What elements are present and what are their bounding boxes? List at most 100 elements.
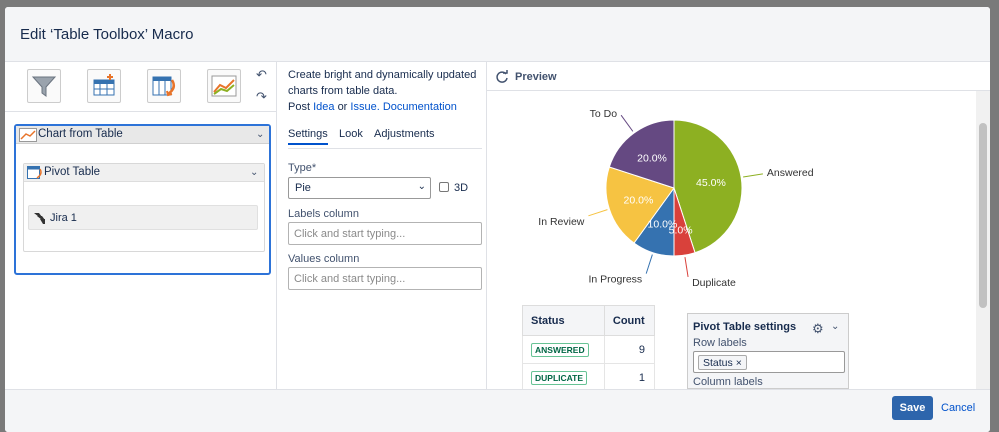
pie-category-label: Answered (767, 167, 814, 179)
type-select[interactable]: Pie ⌄ (288, 177, 431, 199)
dialog-header: Edit ‘Table Toolbox’ Macro (5, 7, 990, 62)
filter-tool-button[interactable] (27, 69, 61, 103)
pie-chart: 45.0% Answered 5.0% Duplicate 10.0% In Progre… (538, 108, 814, 289)
tab-look[interactable]: Look (339, 128, 363, 140)
macro-settings-panel: Create bright and dynamically updated ch… (277, 62, 487, 389)
values-column-label: Values column (288, 253, 360, 265)
jira-macro[interactable]: Jira 1 (28, 205, 258, 230)
scrollbar-thumb[interactable] (979, 123, 987, 308)
pie-leader-line (620, 114, 634, 132)
pie-slice-value-label: 45.0% (696, 177, 726, 189)
tab-settings[interactable]: Settings (288, 128, 328, 145)
macro-structure-panel: ↶ ↷ Chart from Table ⌄ Piv (5, 62, 277, 389)
3d-checkbox[interactable] (439, 182, 449, 192)
pie-slice-answered[interactable] (673, 119, 743, 254)
chevron-down-icon[interactable]: ⌄ (831, 321, 840, 332)
labels-column-label: Labels column (288, 208, 359, 220)
pivot-table-icon (27, 166, 42, 179)
pivot-macro-header[interactable]: Pivot Table ⌄ (24, 164, 264, 182)
labels-column-input[interactable]: Click and start typing... (288, 222, 482, 245)
idea-link[interactable]: Idea (313, 101, 335, 113)
pie-slice-in-review[interactable] (605, 166, 675, 244)
tab-adjustments[interactable]: Adjustments (374, 128, 435, 140)
preview-panel: Preview 45.0% Answered 5.0% Duplicate 10.0% I… (487, 62, 990, 392)
count-cell: 9 (603, 335, 656, 364)
pie-category-label: In Progress (588, 274, 642, 286)
pie-slice-value-label: 5.0% (669, 225, 693, 237)
undo-icon[interactable]: ↶ (256, 67, 267, 82)
pie-slice-to-do[interactable] (608, 119, 675, 189)
column-header-count: Count (603, 305, 656, 336)
column-header-status: Status (522, 305, 605, 336)
pie-category-label: Duplicate (692, 277, 736, 289)
dialog-title: Edit ‘Table Toolbox’ Macro (20, 26, 194, 43)
transform-table-tool-button[interactable] (147, 69, 181, 103)
chart-tool-button[interactable] (207, 69, 241, 103)
dialog-footer: Save Cancel (5, 389, 990, 432)
add-table-tool-button[interactable] (87, 69, 121, 103)
description-line-2: charts from table data. (288, 85, 398, 97)
pivot-macro-label: Pivot Table (44, 166, 101, 178)
table-row: DUPLICATE 1 (522, 363, 656, 392)
remove-chip-icon[interactable]: × (735, 357, 742, 369)
description-line-1: Create bright and dynamically updated (288, 69, 477, 81)
macro-toolbar: ↶ ↷ (5, 62, 277, 112)
type-label: Type* (288, 162, 317, 174)
refresh-icon[interactable] (495, 70, 509, 84)
pie-leader-line (588, 209, 608, 217)
cancel-button[interactable]: Cancel (941, 402, 976, 414)
pie-category-label: To Do (590, 108, 618, 120)
jira-icon (34, 213, 45, 224)
chart-icon (211, 75, 237, 97)
values-column-input[interactable]: Click and start typing... (288, 267, 482, 290)
issue-link[interactable]: Issue. (350, 101, 380, 113)
preview-header: Preview (487, 62, 990, 91)
jira-macro-label: Jira 1 (50, 212, 77, 224)
column-labels-label: Column labels (693, 376, 763, 388)
3d-checkbox-label: 3D (454, 182, 469, 194)
pie-leader-line (743, 173, 763, 178)
chart-macro-header[interactable]: Chart from Table ⌄ (16, 126, 269, 144)
row-labels-label: Row labels (693, 337, 747, 349)
pivot-settings-title: Pivot Table settings (693, 321, 797, 333)
chevron-down-icon[interactable]: ⌄ (256, 129, 265, 140)
filter-icon (31, 76, 57, 97)
row-label-chip: Status × (698, 355, 747, 370)
table-header-row: Status Count (522, 305, 656, 336)
macro-edit-dialog: Edit ‘Table Toolbox’ Macro (5, 7, 990, 432)
tabs-divider (288, 148, 482, 149)
pie-category-label: In Review (538, 216, 585, 228)
status-cell: DUPLICATE (522, 363, 605, 392)
table-transform-icon (152, 76, 176, 97)
or-text: or (337, 101, 348, 113)
row-label-chip-text: Status (703, 357, 733, 369)
pivot-table: Status Count ANSWERED 9 DUPLICATE 1 (522, 305, 656, 392)
chart-macro-label: Chart from Table (38, 128, 123, 140)
preview-scrollbar[interactable] (976, 91, 990, 389)
pivot-table-settings: Pivot Table settings ⚙ ⌄ Row labels Stat… (687, 313, 849, 389)
status-badge: DUPLICATE (531, 370, 588, 385)
chevron-down-icon: ⌄ (417, 181, 426, 192)
pie-slice-value-label: 20.0% (637, 153, 667, 165)
pie-leader-line (645, 254, 653, 274)
type-select-value: Pie (295, 182, 311, 194)
gear-icon[interactable]: ⚙ (812, 321, 824, 336)
redo-icon[interactable]: ↷ (256, 89, 267, 104)
description-links: Post Idea or Issue. Documentation (288, 99, 484, 115)
save-button[interactable]: Save (892, 396, 933, 420)
pie-slice-value-label: 10.0% (648, 219, 678, 231)
preview-title: Preview (515, 71, 557, 83)
status-badge: ANSWERED (531, 342, 589, 357)
chart-macro-icon (19, 128, 37, 142)
post-text: Post (288, 101, 311, 113)
chevron-down-icon[interactable]: ⌄ (250, 167, 259, 178)
pivot-table-macro[interactable]: Pivot Table ⌄ Jira 1 (23, 163, 265, 252)
table-add-icon (93, 74, 115, 96)
macro-description: Create bright and dynamically updated ch… (288, 67, 484, 115)
status-cell: ANSWERED (522, 335, 605, 364)
table-row: ANSWERED 9 (522, 335, 656, 364)
documentation-link[interactable]: Documentation (382, 101, 457, 113)
row-labels-field[interactable]: Status × (693, 351, 845, 373)
chart-from-table-macro[interactable]: Chart from Table ⌄ Pivot Table ⌄ (14, 124, 271, 275)
count-cell: 1 (603, 363, 656, 392)
